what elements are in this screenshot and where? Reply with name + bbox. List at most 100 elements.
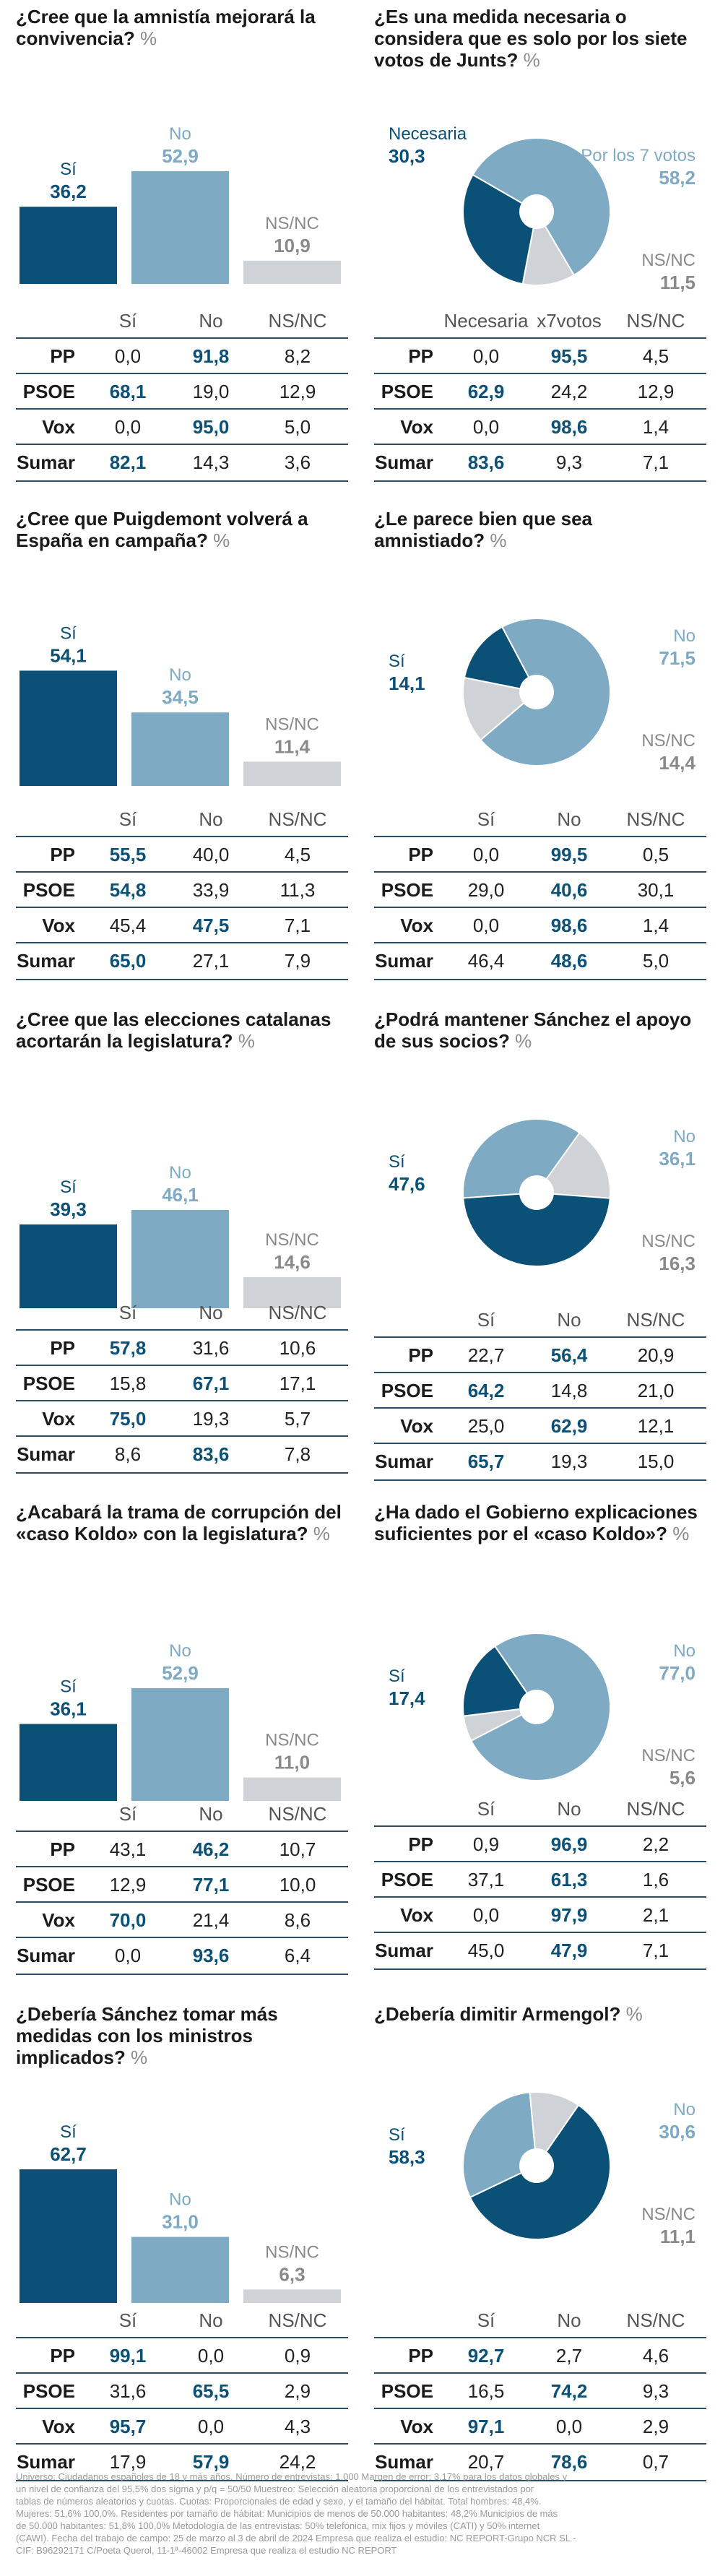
pie-label: Por los 7 votos — [581, 146, 696, 165]
table-cell: 29,0 — [467, 879, 505, 901]
bar-label: No — [169, 124, 191, 144]
party-name: PP — [50, 1337, 75, 1359]
table-cell: 5,0 — [642, 950, 670, 972]
pie-label: NS/NC — [641, 2205, 696, 2224]
party-name: Vox — [400, 416, 433, 438]
pie-value: 58,3 — [389, 2146, 425, 2168]
column-header: No — [199, 2309, 223, 2331]
bar-label: No — [169, 1163, 191, 1183]
table-cell: 47,5 — [192, 915, 230, 936]
pie-label: NS/NC — [641, 251, 696, 270]
party-name: Sumar — [17, 451, 75, 473]
column-header: NS/NC — [268, 310, 327, 332]
column-header: Sí — [118, 1302, 137, 1323]
party-name: Sumar — [375, 1940, 433, 1961]
party-name: PSOE — [381, 1869, 433, 1890]
table-cell: 99,1 — [109, 2345, 147, 2367]
table-cell: 70,0 — [109, 1909, 147, 1931]
table-row: PP 0,0 99,5 0,5 — [374, 836, 706, 873]
table-header: Sí No NS/NC — [16, 2305, 348, 2334]
bar-1 — [20, 670, 117, 786]
table-row: PP 0,0 91,8 8,2 — [16, 337, 348, 374]
table-cell: 12,9 — [279, 381, 316, 402]
table-cell: 8,2 — [284, 345, 311, 367]
party-name: Sumar — [17, 1443, 75, 1465]
question-text: ¿Es una medida necesaria o considera que… — [374, 6, 688, 71]
table-cell: 62,9 — [550, 1415, 588, 1437]
table-row: Vox 25,0 62,9 12,1 — [374, 1407, 706, 1444]
table-row: PSOE 62,9 24,2 12,9 — [374, 373, 706, 410]
table-cell: 75,0 — [109, 1408, 147, 1430]
column-header: No — [199, 808, 223, 830]
table-cell: 0,0 — [472, 345, 500, 367]
question-section-10: ¿Debería dimitir Armengol? % Sí 58,3 No 30,6… — [374, 2003, 714, 2481]
table-cell: 0,0 — [472, 1904, 500, 1926]
party-name: PP — [50, 1838, 75, 1860]
pie-hole — [519, 2148, 554, 2183]
table-cell: 2,7 — [555, 2345, 583, 2367]
bar-label: NS/NC — [265, 1230, 319, 1250]
percent-unit: % — [672, 1523, 690, 1544]
table-row: Sumar 65,0 27,1 7,9 — [16, 942, 348, 980]
pie-value: 11,1 — [660, 2226, 696, 2247]
table-cell: 47,9 — [550, 1940, 588, 1961]
table-row: Vox 97,1 0,0 2,9 — [374, 2408, 706, 2445]
table-cell: 6,4 — [284, 1945, 311, 1966]
table-header: Necesaria x7votos NS/NC — [374, 306, 706, 334]
table-header: Sí No NS/NC — [374, 804, 706, 833]
column-header: Sí — [118, 2309, 137, 2331]
table-cell: 98,6 — [550, 915, 588, 936]
table-cell: 0,0 — [114, 1945, 142, 1966]
table-header: Sí No NS/NC — [16, 1297, 348, 1326]
table-cell: 4,6 — [642, 2345, 670, 2367]
question-title: ¿Es una medida necesaria o considera que… — [374, 6, 706, 71]
party-name: Vox — [42, 1408, 75, 1430]
table-row: PSOE 37,1 61,3 1,6 — [374, 1861, 706, 1898]
methodology-footnote: Universo: Ciudadanos españoles de 18 y m… — [16, 2471, 712, 2556]
question-text: ¿Podrá mantener Sánchez el apoyo de sus … — [374, 1008, 692, 1052]
table-header: Sí No NS/NC — [16, 306, 348, 334]
table-cell: 20,9 — [637, 1344, 675, 1366]
table-row: PP 0,9 96,9 2,2 — [374, 1825, 706, 1862]
table-cell: 83,6 — [467, 451, 505, 473]
party-name: Sumar — [375, 1451, 433, 1472]
pie-label: Sí — [389, 652, 405, 671]
question-section-1: ¿Cree que la amnistía mejorará la conviv… — [16, 6, 355, 482]
table-cell: 9,3 — [642, 2380, 670, 2402]
column-header: Sí — [477, 808, 495, 830]
column-header: Sí — [477, 1309, 495, 1331]
table-header: Sí No NS/NC — [374, 2305, 706, 2334]
table-cell: 33,9 — [192, 879, 230, 901]
column-header: NS/NC — [268, 2309, 327, 2331]
party-name: Sumar — [375, 451, 433, 473]
bar-label: Sí — [60, 1677, 77, 1697]
table-cell: 0,0 — [114, 345, 142, 367]
party-name: PP — [50, 844, 75, 865]
table-cell: 62,9 — [467, 381, 505, 402]
party-name: PP — [50, 2345, 75, 2367]
footnote-line: un nivel de confianza del 95,5% dos sigm… — [16, 2484, 534, 2494]
column-header: NS/NC — [268, 1803, 327, 1825]
table-cell: 7,1 — [284, 915, 311, 936]
column-header: Sí — [118, 1803, 137, 1825]
table-row: Vox 75,0 19,3 5,7 — [16, 1400, 348, 1437]
table-cell: 74,2 — [550, 2380, 588, 2402]
table-header: Sí No NS/NC — [16, 804, 348, 833]
party-name: PP — [408, 1344, 433, 1366]
table-row: Sumar 8,6 83,6 7,8 — [16, 1435, 348, 1474]
column-header: Sí — [118, 808, 137, 830]
column-header: No — [557, 2309, 581, 2331]
table-cell: 8,6 — [114, 1443, 142, 1465]
table-cell: 1,6 — [642, 1869, 670, 1890]
question-text: ¿Le parece bien que sea amnistiado? — [374, 508, 593, 551]
column-header: No — [557, 808, 581, 830]
table-row: Vox 0,0 98,6 1,4 — [374, 408, 706, 445]
table-cell: 2,9 — [642, 2416, 670, 2437]
pie-value: 14,1 — [389, 673, 425, 694]
question-text: ¿Cree que Puigdemont volverá a España en… — [16, 508, 308, 551]
